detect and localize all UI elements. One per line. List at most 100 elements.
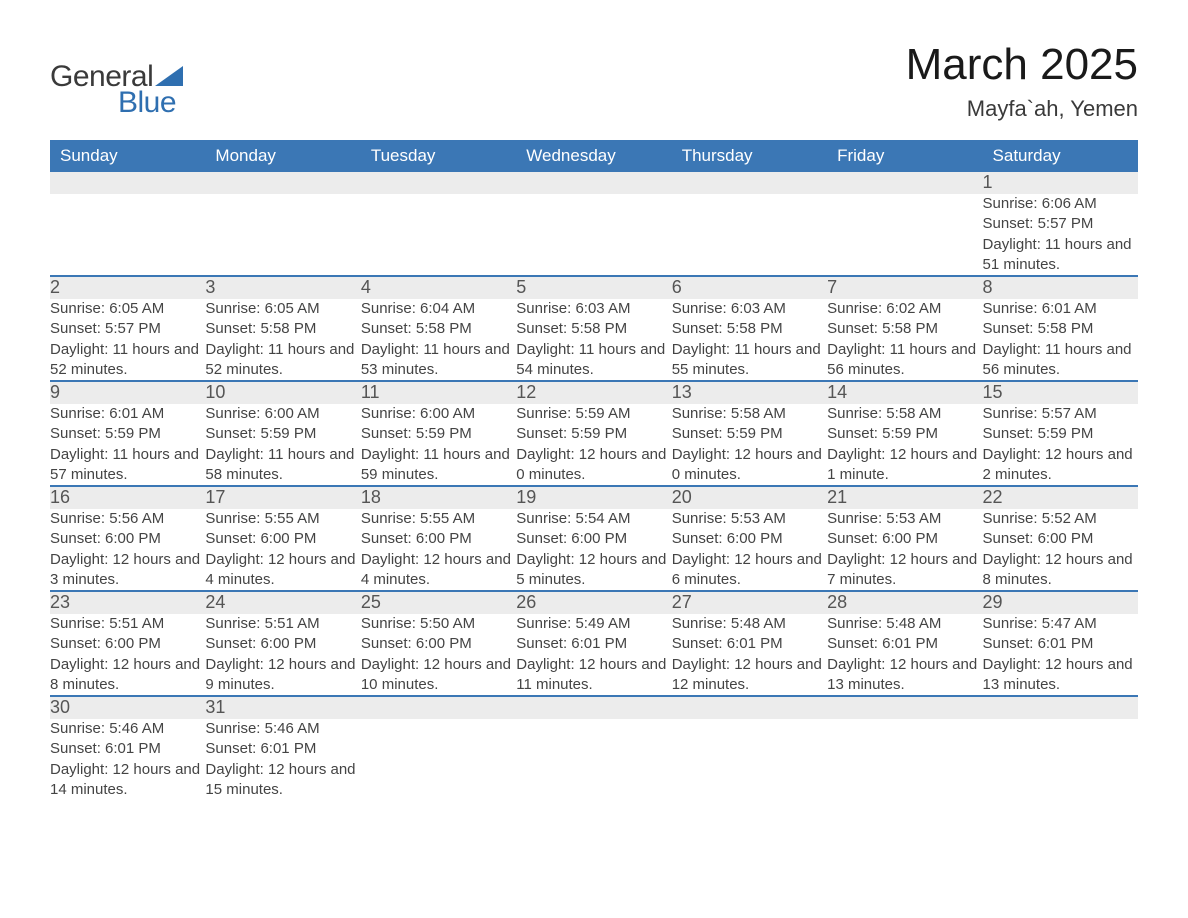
- daylight-text: Daylight: 11 hours and 52 minutes.: [50, 340, 205, 381]
- sunset-text: Sunset: 6:01 PM: [205, 739, 360, 759]
- detail-row: Sunrise: 6:06 AMSunset: 5:57 PMDaylight:…: [50, 194, 1138, 276]
- day-number-cell: 7: [827, 276, 982, 299]
- day-detail-cell: Sunrise: 5:53 AMSunset: 6:00 PMDaylight:…: [827, 509, 982, 591]
- day-detail-cell: [672, 719, 827, 800]
- day-detail-cell: Sunrise: 5:58 AMSunset: 5:59 PMDaylight:…: [827, 404, 982, 486]
- day-number-cell: 13: [672, 381, 827, 404]
- sunrise-text: Sunrise: 5:55 AM: [205, 509, 360, 529]
- day-detail-cell: Sunrise: 6:06 AMSunset: 5:57 PMDaylight:…: [983, 194, 1138, 276]
- sunset-text: Sunset: 6:00 PM: [50, 634, 205, 654]
- day-detail-cell: Sunrise: 6:01 AMSunset: 5:58 PMDaylight:…: [983, 299, 1138, 381]
- day-number-cell: 1: [983, 172, 1138, 194]
- logo-triangle-icon: [155, 66, 183, 86]
- daylight-text: Daylight: 12 hours and 7 minutes.: [827, 550, 982, 591]
- day-detail-cell: Sunrise: 6:00 AMSunset: 5:59 PMDaylight:…: [361, 404, 516, 486]
- sunset-text: Sunset: 6:01 PM: [827, 634, 982, 654]
- weekday-header: Thursday: [672, 140, 827, 172]
- day-number-cell: [672, 172, 827, 194]
- daylight-text: Daylight: 11 hours and 56 minutes.: [983, 340, 1138, 381]
- daylight-text: Daylight: 12 hours and 8 minutes.: [983, 550, 1138, 591]
- detail-row: Sunrise: 6:01 AMSunset: 5:59 PMDaylight:…: [50, 404, 1138, 486]
- daylight-text: Daylight: 12 hours and 11 minutes.: [516, 655, 671, 696]
- day-number-cell: 2: [50, 276, 205, 299]
- day-number-cell: [361, 172, 516, 194]
- day-detail-cell: Sunrise: 5:50 AMSunset: 6:00 PMDaylight:…: [361, 614, 516, 696]
- day-number-cell: [50, 172, 205, 194]
- sunset-text: Sunset: 5:59 PM: [50, 424, 205, 444]
- sunset-text: Sunset: 5:58 PM: [516, 319, 671, 339]
- sunrise-text: Sunrise: 5:47 AM: [983, 614, 1138, 634]
- sunrise-text: Sunrise: 5:58 AM: [827, 404, 982, 424]
- day-detail-cell: [205, 194, 360, 276]
- sunset-text: Sunset: 6:00 PM: [361, 634, 516, 654]
- sunrise-text: Sunrise: 5:57 AM: [983, 404, 1138, 424]
- sunset-text: Sunset: 5:59 PM: [516, 424, 671, 444]
- day-detail-cell: [672, 194, 827, 276]
- day-detail-cell: Sunrise: 6:01 AMSunset: 5:59 PMDaylight:…: [50, 404, 205, 486]
- day-number-cell: [827, 172, 982, 194]
- daylight-text: Daylight: 12 hours and 0 minutes.: [516, 445, 671, 486]
- weekday-header-row: Sunday Monday Tuesday Wednesday Thursday…: [50, 140, 1138, 172]
- sunset-text: Sunset: 6:00 PM: [827, 529, 982, 549]
- daylight-text: Daylight: 12 hours and 2 minutes.: [983, 445, 1138, 486]
- day-number-cell: 15: [983, 381, 1138, 404]
- daylight-text: Daylight: 12 hours and 10 minutes.: [361, 655, 516, 696]
- sunset-text: Sunset: 5:59 PM: [827, 424, 982, 444]
- month-title: March 2025: [906, 40, 1138, 90]
- sunrise-text: Sunrise: 5:49 AM: [516, 614, 671, 634]
- sunset-text: Sunset: 5:59 PM: [983, 424, 1138, 444]
- sunrise-text: Sunrise: 6:06 AM: [983, 194, 1138, 214]
- sunrise-text: Sunrise: 5:53 AM: [827, 509, 982, 529]
- sunset-text: Sunset: 6:00 PM: [205, 529, 360, 549]
- day-number-cell: [983, 696, 1138, 719]
- day-detail-cell: Sunrise: 6:05 AMSunset: 5:57 PMDaylight:…: [50, 299, 205, 381]
- sunset-text: Sunset: 5:58 PM: [205, 319, 360, 339]
- day-detail-cell: Sunrise: 5:57 AMSunset: 5:59 PMDaylight:…: [983, 404, 1138, 486]
- sunset-text: Sunset: 6:00 PM: [983, 529, 1138, 549]
- weekday-header: Friday: [827, 140, 982, 172]
- day-detail-cell: Sunrise: 5:46 AMSunset: 6:01 PMDaylight:…: [50, 719, 205, 800]
- day-number-cell: 5: [516, 276, 671, 299]
- sunrise-text: Sunrise: 5:50 AM: [361, 614, 516, 634]
- day-number-cell: [516, 696, 671, 719]
- sunset-text: Sunset: 5:59 PM: [672, 424, 827, 444]
- day-number-cell: 19: [516, 486, 671, 509]
- day-number-cell: 8: [983, 276, 1138, 299]
- sunrise-text: Sunrise: 6:02 AM: [827, 299, 982, 319]
- daylight-text: Daylight: 11 hours and 51 minutes.: [983, 235, 1138, 276]
- daylight-text: Daylight: 12 hours and 6 minutes.: [672, 550, 827, 591]
- daylight-text: Daylight: 12 hours and 12 minutes.: [672, 655, 827, 696]
- sunrise-text: Sunrise: 6:05 AM: [50, 299, 205, 319]
- logo-text-blue: Blue: [118, 86, 176, 120]
- sunrise-text: Sunrise: 6:00 AM: [205, 404, 360, 424]
- day-detail-cell: [827, 719, 982, 800]
- day-detail-cell: Sunrise: 6:04 AMSunset: 5:58 PMDaylight:…: [361, 299, 516, 381]
- day-number-cell: 27: [672, 591, 827, 614]
- title-block: March 2025 Mayfa`ah, Yemen: [906, 40, 1138, 122]
- sunrise-text: Sunrise: 5:46 AM: [205, 719, 360, 739]
- day-detail-cell: [516, 719, 671, 800]
- sunset-text: Sunset: 5:57 PM: [983, 214, 1138, 234]
- day-detail-cell: Sunrise: 5:47 AMSunset: 6:01 PMDaylight:…: [983, 614, 1138, 696]
- sunrise-text: Sunrise: 5:56 AM: [50, 509, 205, 529]
- day-detail-cell: Sunrise: 5:48 AMSunset: 6:01 PMDaylight:…: [827, 614, 982, 696]
- daylight-text: Daylight: 11 hours and 54 minutes.: [516, 340, 671, 381]
- day-number-cell: 26: [516, 591, 671, 614]
- day-detail-cell: [361, 719, 516, 800]
- sunset-text: Sunset: 6:01 PM: [983, 634, 1138, 654]
- day-detail-cell: Sunrise: 5:51 AMSunset: 6:00 PMDaylight:…: [50, 614, 205, 696]
- detail-row: Sunrise: 5:56 AMSunset: 6:00 PMDaylight:…: [50, 509, 1138, 591]
- detail-row: Sunrise: 5:51 AMSunset: 6:00 PMDaylight:…: [50, 614, 1138, 696]
- day-number-cell: 20: [672, 486, 827, 509]
- day-number-cell: 14: [827, 381, 982, 404]
- day-number-cell: [672, 696, 827, 719]
- day-number-cell: 29: [983, 591, 1138, 614]
- sunset-text: Sunset: 5:58 PM: [827, 319, 982, 339]
- sunrise-text: Sunrise: 6:00 AM: [361, 404, 516, 424]
- sunset-text: Sunset: 6:01 PM: [672, 634, 827, 654]
- day-detail-cell: Sunrise: 6:02 AMSunset: 5:58 PMDaylight:…: [827, 299, 982, 381]
- day-detail-cell: Sunrise: 5:53 AMSunset: 6:00 PMDaylight:…: [672, 509, 827, 591]
- day-number-cell: [827, 696, 982, 719]
- day-number-cell: 30: [50, 696, 205, 719]
- sunset-text: Sunset: 6:00 PM: [516, 529, 671, 549]
